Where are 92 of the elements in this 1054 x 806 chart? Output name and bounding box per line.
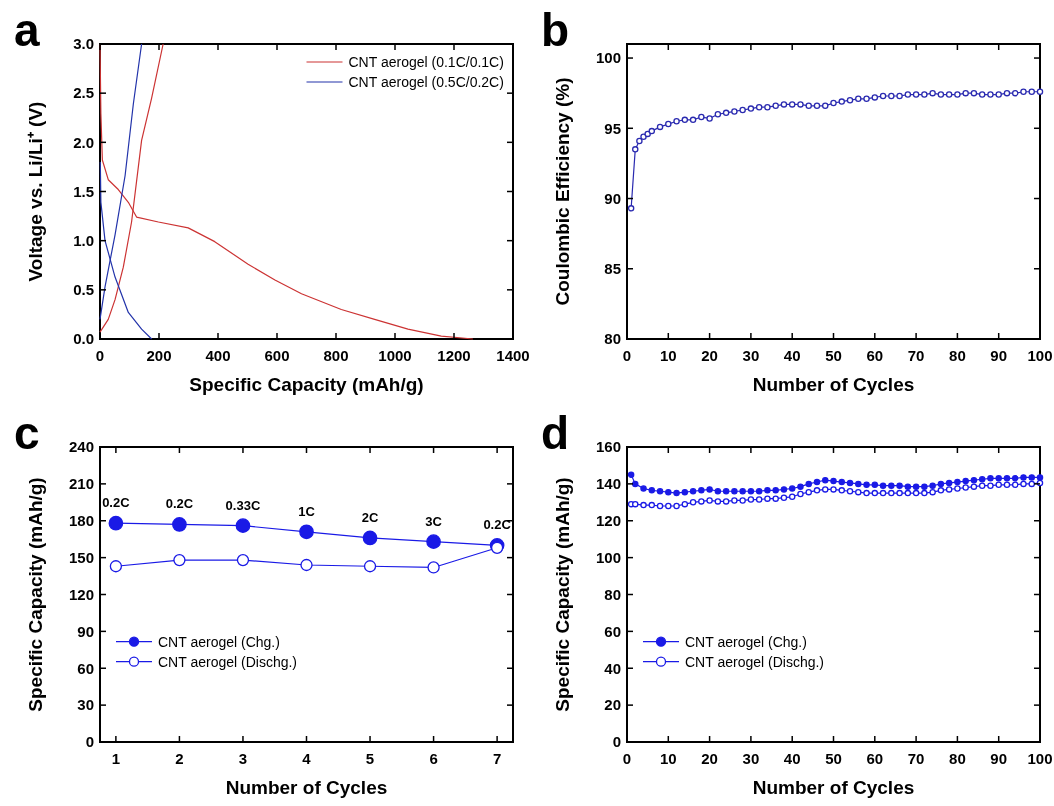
x-tick-label: 1000 [378,347,412,364]
x-tick-label: 40 [783,347,801,364]
x-tick-label: 1400 [496,347,530,364]
x-tick-label: 50 [825,750,842,767]
x-tick-label: 0 [622,347,632,364]
x-tick-label: 200 [146,347,172,364]
y-tick-label: 1.5 [73,182,94,200]
x-tick-label: 90 [990,750,1008,767]
x-tick-label: 6 [429,750,438,767]
x-tick-label: 30 [742,750,760,767]
y-tick-label: 0.5 [73,281,94,299]
y-tick-label: 2.5 [73,84,94,102]
chart-title: d [541,407,570,459]
x-tick-label: 70 [907,347,925,364]
x-axis-title: Number of Cycles [752,374,915,395]
y-tick-label: 20 [604,696,621,714]
x-tick-label: 20 [701,347,718,364]
x-tick-label: 800 [323,347,349,364]
y-tick-label: 95 [604,119,621,137]
y-tick-label: 0 [612,733,621,751]
y-tick-label: 80 [604,330,621,348]
x-tick-label: 400 [205,347,231,364]
x-tick-label: 4 [302,750,312,767]
x-tick-label: 60 [866,347,884,364]
y-axis-title: Specific Capacity (mAh/g) [25,477,46,712]
x-axis-title: Number of Cycles [752,777,915,798]
x-tick-label: 100 [1027,347,1053,364]
y-tick-label: 140 [595,475,621,493]
annotation: 0.2C [102,495,131,511]
x-tick-label: 10 [659,750,677,767]
x-tick-label: 1200 [437,347,471,364]
x-tick-label: 0 [622,750,632,767]
legend-label: CNT aerogel (Dischg.) [685,653,825,670]
chart-title: c [14,407,40,459]
y-axis-title: Coulombic Efficiency (%) [552,77,573,306]
y-tick-label: 100 [595,49,621,67]
x-tick-label: 2 [175,750,184,767]
legend-label: CNT aerogel (Chg.) [158,633,280,650]
y-tick-label: 150 [68,548,94,566]
x-tick-label: 80 [949,750,966,767]
annotation: 3C [425,513,443,529]
y-tick-label: 60 [77,659,94,677]
x-axis-title: Number of Cycles [225,777,388,798]
y-tick-label: 2.0 [73,133,94,151]
legend-label: CNT aerogel (Dischg.) [158,653,298,670]
y-tick-label: 0 [85,733,94,751]
y-tick-label: 60 [604,622,621,640]
x-axis-title: Specific Capacity (mAh/g) [189,374,424,395]
y-tick-label: 180 [68,512,94,529]
annotation: 0.33C [225,497,261,513]
x-tick-label: 30 [742,347,760,364]
annotation: 1C [298,503,316,519]
y-tick-label: 240 [68,438,94,456]
x-tick-label: 100 [1027,750,1053,767]
x-tick-label: 70 [907,750,925,767]
annotation: 0.2C [165,496,194,512]
x-tick-label: 5 [365,750,375,767]
x-tick-label: 1 [111,750,121,767]
y-tick-label: 90 [604,189,621,207]
x-tick-label: 20 [701,750,718,767]
y-tick-label: 120 [595,512,621,529]
chart-title: b [541,4,570,56]
y-tick-label: 160 [595,438,621,456]
x-tick-label: 0 [95,347,105,364]
x-tick-label: 10 [659,347,677,364]
y-tick-label: 120 [68,585,94,603]
y-tick-label: 3.0 [73,35,94,53]
y-tick-label: 0.0 [73,330,94,348]
x-tick-label: 40 [783,750,801,767]
annotation: 0.2C [483,517,512,533]
y-tick-label: 40 [604,659,621,677]
y-tick-label: 80 [604,585,621,603]
x-tick-label: 50 [825,347,842,364]
y-axis-title: Voltage vs. Li/Li⁺ (V) [25,101,46,282]
y-axis-title: Specific Capacity (mAh/g) [552,477,573,712]
y-tick-label: 210 [68,475,94,493]
x-tick-label: 7 [492,750,502,767]
x-tick-label: 600 [264,347,290,364]
legend-label: CNT aerogel (Chg.) [685,633,807,650]
x-tick-label: 80 [949,347,966,364]
annotation: 2C [361,509,379,525]
x-tick-label: 60 [866,750,884,767]
x-tick-label: 3 [238,750,248,767]
y-tick-label: 90 [77,622,94,640]
chart-title: a [14,4,40,56]
y-tick-label: 1.0 [73,231,94,249]
y-tick-label: 85 [604,260,621,278]
legend-label: CNT aerogel (0.1C/0.1C) [348,53,504,70]
y-tick-label: 30 [77,696,94,714]
y-tick-label: 100 [595,548,621,566]
x-tick-label: 90 [990,347,1008,364]
legend-label: CNT aerogel (0.5C/0.2C) [348,73,504,90]
